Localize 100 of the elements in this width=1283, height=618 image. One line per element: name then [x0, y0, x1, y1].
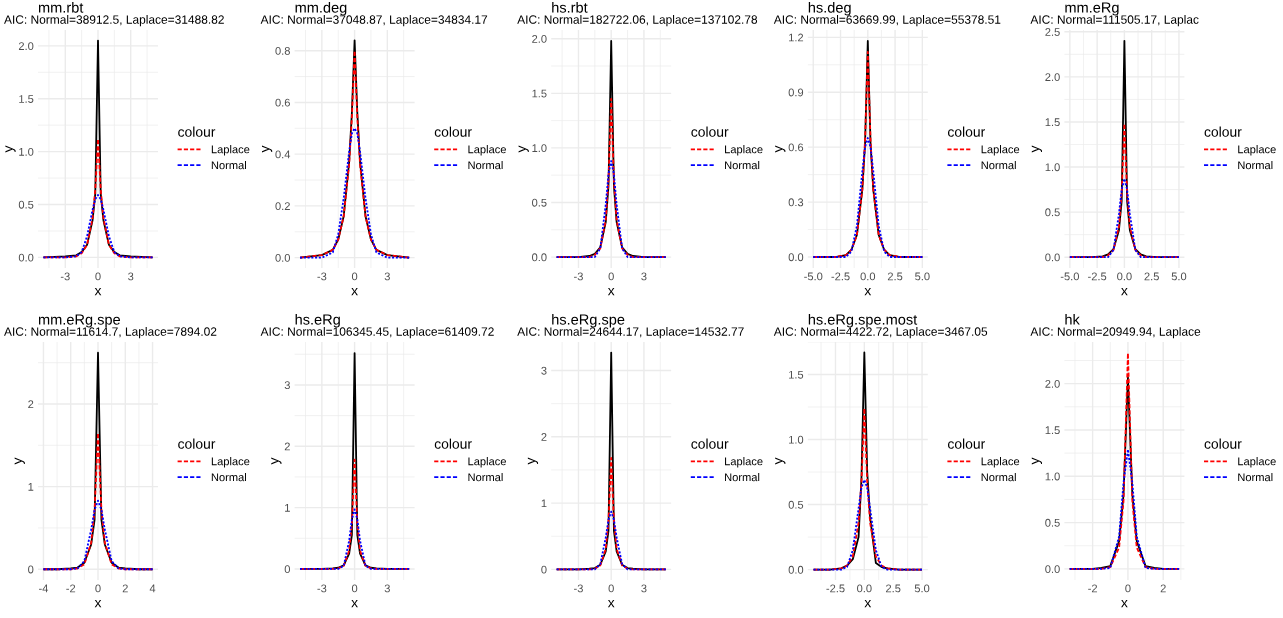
x-tick-label: -2: [66, 584, 76, 593]
x-axis-title: x: [94, 600, 102, 608]
chart-title: hs.eRg.spe: [552, 314, 625, 328]
y-tick-label: 1.5: [532, 89, 547, 98]
y-axis-title: y: [775, 457, 786, 465]
y-tick-label: 3: [284, 381, 290, 390]
x-axis-title: x: [864, 600, 872, 608]
x-tick-label: -3: [60, 272, 70, 281]
chart-subtitle: AIC: Normal=24644.17, Laplace=14532.77: [517, 327, 744, 339]
chart-subtitle: AIC: Normal=20949.94, Laplace: [1030, 327, 1201, 339]
legend-title: colour: [947, 126, 985, 137]
line-series: [555, 510, 667, 571]
legend-title: colour: [178, 438, 216, 449]
legend-title: colour: [434, 438, 472, 449]
x-axis-title: x: [1121, 288, 1128, 296]
chart-subtitle: AIC: Normal=38912.5, Laplace=31488.82: [4, 15, 224, 27]
y-tick-label: 0: [541, 565, 547, 574]
y-tick-label: 1.0: [1045, 472, 1060, 481]
y-tick-label: 3: [541, 366, 547, 375]
legend-title: colour: [691, 126, 729, 137]
x-tick-label: 3: [128, 272, 134, 281]
legend-label: Laplace: [981, 145, 1020, 156]
legend-label: Laplace: [981, 457, 1020, 468]
x-tick-label: -2.5: [826, 584, 845, 593]
legend-label: Laplace: [211, 145, 250, 156]
line-series: [1068, 448, 1181, 570]
x-tick-label: 0: [351, 584, 358, 593]
x-axis-title: x: [351, 600, 358, 608]
legend-title: colour: [434, 126, 472, 137]
y-tick-label: 0: [28, 565, 34, 574]
x-tick-label: 0: [95, 272, 101, 281]
line-series: [42, 194, 154, 259]
legend-label: Normal: [1238, 161, 1273, 170]
y-tick-label: 0.2: [275, 202, 290, 211]
line-series: [299, 127, 411, 259]
chart-title: mm.eRg.spe: [38, 314, 121, 328]
legend-title: colour: [1204, 126, 1242, 137]
y-tick-label: 0.0: [788, 565, 804, 574]
x-tick-label: -3: [317, 272, 327, 281]
y-axis-title: y: [1031, 457, 1043, 465]
y-axis-title: y: [271, 457, 282, 465]
y-tick-label: 0.4: [275, 150, 291, 159]
y-tick-label: 1.0: [789, 435, 804, 444]
x-tick-label: 2.5: [887, 272, 903, 281]
y-axis-title: y: [527, 457, 539, 465]
x-tick-label: -3: [317, 584, 327, 593]
x-tick-label: 2: [1160, 584, 1166, 593]
chart-title: hs.rbt: [552, 2, 588, 13]
y-tick-label: 0.0: [1045, 253, 1060, 262]
legend-label: Normal: [725, 473, 760, 482]
x-tick-label: -4: [39, 584, 49, 593]
y-tick-label: 1.0: [532, 144, 547, 153]
x-axis-title: x: [607, 600, 615, 608]
x-tick-label: 0.0: [860, 272, 876, 281]
x-tick-label: 3: [641, 272, 647, 281]
x-tick-label: 0.0: [857, 584, 872, 593]
y-tick-label: 1.0: [1045, 163, 1060, 172]
chart-title: hs.eRg.spe.most: [808, 314, 918, 328]
line-series: [299, 508, 411, 570]
y-axis-title: y: [261, 145, 273, 153]
chart-title: hs.eRg: [295, 314, 340, 328]
y-axis-title: y: [5, 145, 16, 153]
chart-title: mm.rbt: [38, 2, 84, 13]
chart-title: hk: [1065, 314, 1080, 325]
chart-title: mm.deg: [295, 2, 347, 16]
legend-label: Laplace: [211, 457, 250, 468]
y-tick-label: 2: [28, 400, 34, 409]
y-tick-label: 1.0: [19, 147, 34, 156]
legend-label: Laplace: [1238, 457, 1276, 468]
legend-label: Laplace: [468, 145, 506, 156]
chart-subtitle: AIC: Normal=182722.06, Laplace=137102.78: [517, 15, 758, 27]
x-tick-label: -3: [574, 272, 583, 281]
x-tick-label: -2: [1088, 584, 1098, 593]
x-tick-label: 2.5: [1144, 272, 1159, 281]
line-series: [812, 137, 924, 258]
y-tick-label: 1.2: [789, 33, 804, 42]
legend-title: colour: [178, 126, 216, 137]
x-tick-label: 0: [608, 272, 614, 281]
legend-title: colour: [691, 438, 729, 449]
x-tick-label: 3: [641, 584, 647, 593]
legend-label: Laplace: [1238, 145, 1276, 156]
y-tick-label: 0.9: [788, 88, 804, 97]
y-tick-label: 2.0: [1045, 379, 1060, 388]
chart-subtitle: AIC: Normal=106345.45, Laplace=61409.72: [260, 327, 494, 339]
chart-title: mm.eRg: [1065, 2, 1119, 16]
x-tick-label: 0.0: [1117, 272, 1132, 281]
chart-subtitle: AIC: Normal=111505.17, Laplac: [1030, 15, 1199, 27]
legend-label: Normal: [1238, 473, 1273, 482]
y-tick-label: 1.5: [19, 95, 34, 103]
legend-title: colour: [947, 438, 985, 449]
y-tick-label: 0.3: [788, 198, 804, 207]
y-tick-label: 2.5: [1045, 28, 1060, 36]
legend-label: Normal: [468, 473, 503, 482]
y-axis-title: y: [518, 145, 529, 153]
x-tick-label: 5.0: [915, 272, 930, 281]
line-series: [42, 499, 154, 571]
y-tick-label: 2.0: [18, 42, 34, 50]
legend-label: Normal: [981, 473, 1016, 482]
x-tick-label: 0: [608, 584, 614, 593]
x-tick-label: 2: [122, 584, 128, 593]
